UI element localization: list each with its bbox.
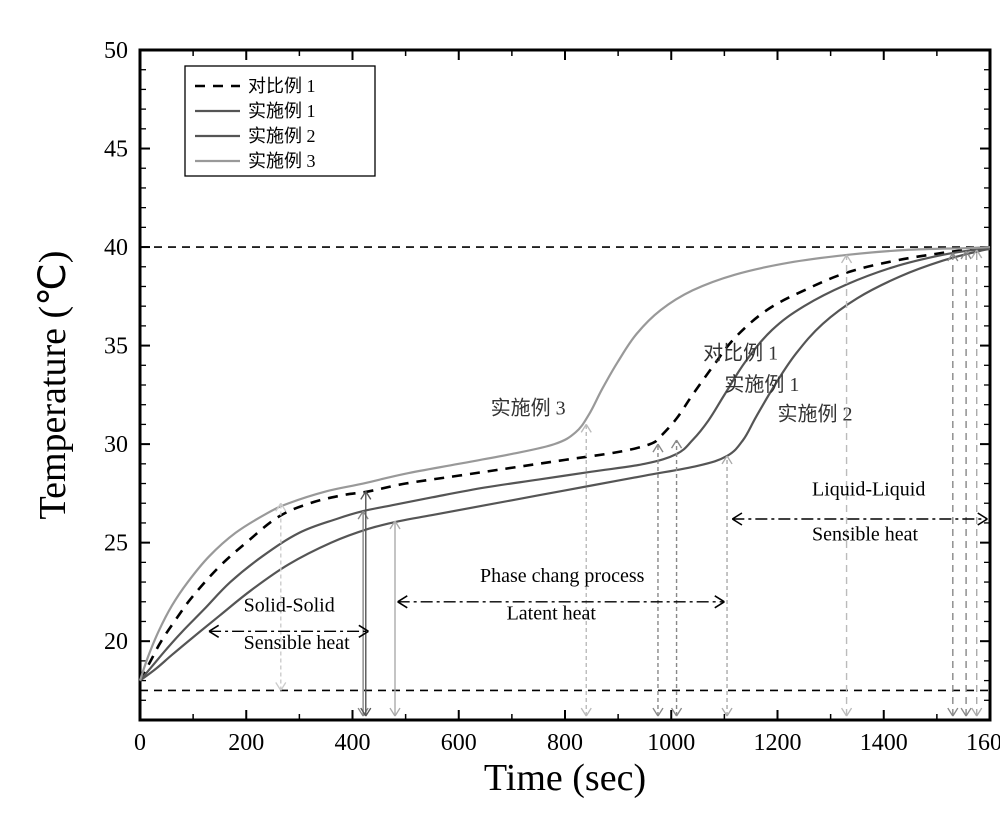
svg-text:1400: 1400 [860, 730, 908, 756]
svg-text:1000: 1000 [647, 730, 695, 756]
temperature-time-chart: 0 200 400 600 800 1000 1200 1400 1600 20 25 30 35 40 4… [20, 20, 1000, 815]
svg-text:50: 50 [104, 38, 128, 64]
svg-text:800: 800 [547, 730, 583, 756]
svg-text:对比例 1: 对比例 1 [248, 76, 316, 96]
svg-text:Liquid-Liquid: Liquid-Liquid [812, 478, 925, 500]
svg-text:0: 0 [134, 730, 146, 756]
svg-text:Sensible heat: Sensible heat [812, 524, 919, 546]
svg-text:实施例 1: 实施例 1 [724, 373, 799, 396]
svg-text:45: 45 [104, 137, 128, 163]
svg-text:600: 600 [441, 730, 477, 756]
svg-text:Phase chang process: Phase chang process [480, 565, 645, 587]
svg-text:25: 25 [104, 531, 128, 557]
svg-text:20: 20 [104, 629, 128, 655]
svg-text:实施例 1: 实施例 1 [248, 101, 316, 121]
svg-text:Sensible heat: Sensible heat [244, 632, 351, 654]
svg-text:30: 30 [104, 432, 128, 458]
svg-text:Temperature (℃): Temperature (℃) [32, 251, 74, 520]
svg-text:1200: 1200 [754, 730, 802, 756]
svg-text:35: 35 [104, 334, 128, 360]
svg-text:Time (sec): Time (sec) [484, 757, 646, 799]
svg-text:实施例 3: 实施例 3 [491, 397, 566, 420]
svg-text:400: 400 [335, 730, 371, 756]
svg-text:40: 40 [104, 235, 128, 261]
svg-text:200: 200 [228, 730, 264, 756]
svg-text:对比例 1: 对比例 1 [703, 341, 778, 364]
svg-text:Solid-Solid: Solid-Solid [244, 595, 335, 617]
chart-svg: 0 200 400 600 800 1000 1200 1400 1600 20 25 30 35 40 4… [20, 20, 1000, 815]
svg-text:1600: 1600 [966, 730, 1000, 756]
svg-text:实施例 2: 实施例 2 [778, 402, 853, 425]
svg-text:实施例 3: 实施例 3 [248, 151, 316, 171]
svg-text:Latent heat: Latent heat [507, 603, 597, 625]
svg-text:实施例 2: 实施例 2 [248, 126, 316, 146]
